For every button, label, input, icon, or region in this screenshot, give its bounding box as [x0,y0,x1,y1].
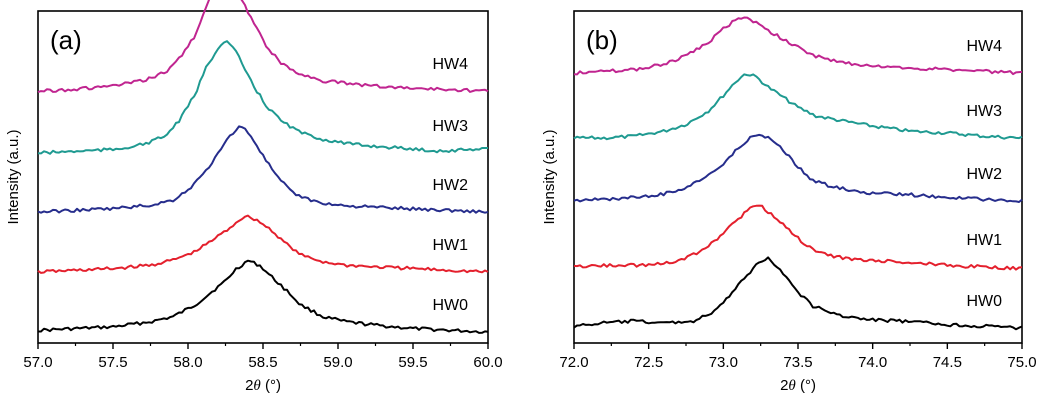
series-label-hw4: HW4 [966,38,1002,55]
series-line-hw4 [573,16,1023,76]
x-tick-label: 72.0 [559,354,588,371]
x-tick-label: 75.0 [1007,354,1036,371]
series-label-hw3: HW3 [966,103,1002,120]
series-line-hw0 [573,256,1023,331]
series-label-hw1: HW1 [432,237,468,254]
series-label-hw2: HW2 [432,177,468,194]
series-line-hw2 [573,133,1023,203]
panel-b: 72.0 72.5 73.0 73.5 74.0 74.5 75.0 2θ (°) Intens… [541,10,1037,394]
x-tick-label: 72.5 [634,354,663,371]
y-axis-title: Intensity (a.u.) [5,129,22,224]
panel-label: (b) [586,25,618,55]
series-label-hw2: HW2 [966,166,1002,183]
series-label-hw0: HW0 [966,293,1002,310]
x-tick-label: 73.5 [783,354,812,371]
x-tick-label: 60.0 [473,354,502,371]
series-label-hw3: HW3 [432,118,468,135]
x-tick-label: 59.5 [398,354,427,371]
series-line-hw3 [37,40,488,155]
y-axis-title: Intensity (a.u.) [541,129,558,224]
series-label-hw4: HW4 [432,56,468,73]
series-line-hw1 [37,214,489,274]
plot-frame [37,10,489,344]
x-tick-label: 57.0 [23,354,52,371]
x-tick-label: 74.5 [933,354,962,371]
series-line-hw1 [573,204,1023,271]
x-tick-label: 73.0 [709,354,738,371]
panel-label: (a) [50,25,82,55]
panel-a: 57.0 57.5 58.0 58.5 59.0 59.5 60.0 2θ (°) Intens… [5,0,503,394]
x-tick-label: 74.0 [858,354,887,371]
x-axis-title: 2θ (°) [245,377,281,394]
series-label-hw1: HW1 [966,232,1002,249]
x-axis-title: 2θ (°) [780,377,816,394]
x-tick-label: 58.0 [173,354,202,371]
series-label-hw0: HW0 [432,297,468,314]
x-tick-label: 59.0 [323,354,352,371]
x-tick-label: 58.5 [248,354,277,371]
series-line-hw0 [38,259,489,334]
series-line-hw3 [573,73,1023,141]
x-tick-label: 57.5 [98,354,127,371]
series-line-hw2 [37,125,489,214]
series-line-hw4 [37,0,489,94]
